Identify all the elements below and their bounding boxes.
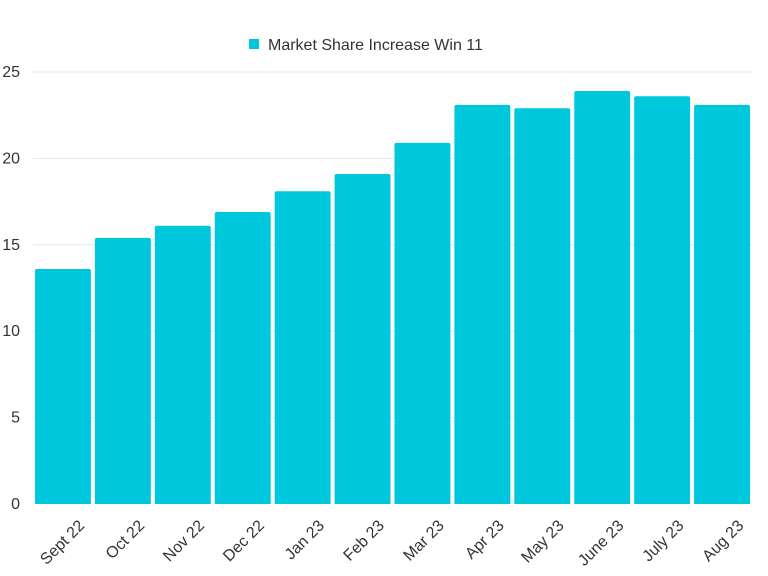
y-tick-label: 20 — [2, 150, 20, 167]
legend-swatch — [249, 39, 259, 49]
x-tick-label: July 23 — [640, 517, 688, 565]
gridlines — [33, 71, 752, 419]
y-axis: 0 5 10 15 20 25 — [2, 64, 20, 513]
x-tick-label: Aug 23 — [699, 517, 747, 565]
x-tick-label: Oct 22 — [103, 517, 148, 562]
x-tick-label: Jan 23 — [282, 517, 328, 563]
bars — [35, 91, 750, 505]
bar-nov-22 — [154, 225, 211, 505]
y-tick-label: 10 — [2, 323, 20, 340]
y-tick-label: 15 — [2, 237, 20, 254]
bar-may-23 — [514, 108, 571, 505]
x-tick-label: Dec 22 — [220, 517, 268, 565]
x-tick-label: Mar 23 — [401, 517, 448, 564]
y-tick-label: 25 — [2, 64, 20, 81]
x-tick-label: May 23 — [518, 517, 567, 566]
bar-feb-23 — [334, 173, 391, 504]
legend: Market Share Increase Win 11 — [249, 37, 483, 54]
x-tick-label: June 23 — [575, 517, 627, 569]
bar-mar-23 — [394, 142, 451, 504]
bar-sept-22 — [35, 268, 91, 504]
legend-label: Market Share Increase Win 11 — [268, 37, 483, 54]
x-axis: Sept 22 Oct 22 Nov 22 Dec 22 Jan 23 Feb 23 Mar… — [37, 517, 747, 569]
x-tick-label: Feb 23 — [341, 517, 388, 564]
bar-june-23 — [574, 91, 631, 505]
x-tick-label: Sept 22 — [37, 517, 88, 568]
bar-aug-23 — [694, 104, 750, 504]
bar-jan-23 — [274, 191, 331, 504]
bar-july-23 — [634, 96, 691, 504]
y-tick-label: 0 — [11, 496, 20, 513]
x-tick-label: Apr 23 — [462, 517, 507, 562]
bar-oct-22 — [94, 237, 151, 504]
bar-apr-23 — [454, 104, 511, 504]
x-tick-label: Nov 22 — [160, 517, 208, 565]
bar-dec-22 — [214, 211, 271, 504]
y-tick-label: 5 — [11, 410, 20, 427]
